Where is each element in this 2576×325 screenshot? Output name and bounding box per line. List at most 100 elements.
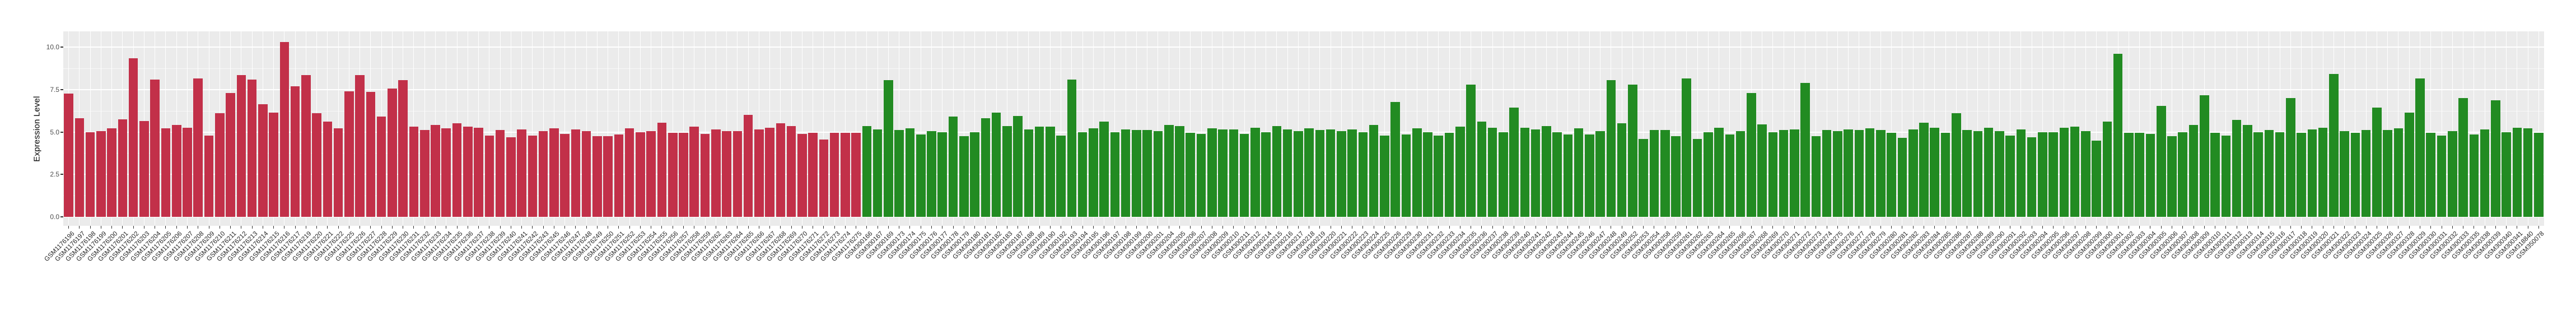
bar <box>1196 133 1206 217</box>
x-tick-mark <box>844 226 846 229</box>
x-tick-mark <box>68 226 69 229</box>
bar <box>2200 95 2209 217</box>
bar <box>1326 129 1336 217</box>
vertical-gridline <box>1384 31 1385 226</box>
bar <box>495 130 505 217</box>
vertical-gridline <box>2506 31 2507 226</box>
vertical-gridline <box>1912 31 1914 226</box>
x-tick-mark <box>1233 226 1234 229</box>
bar <box>1077 132 1088 217</box>
vertical-gridline <box>2182 31 2183 226</box>
vertical-gridline <box>2452 31 2453 226</box>
x-tick-mark <box>1880 226 1881 229</box>
bar <box>215 113 225 217</box>
x-tick-mark <box>834 226 835 229</box>
vertical-gridline <box>521 31 522 226</box>
x-tick-mark <box>370 226 371 229</box>
bar <box>1056 135 1066 217</box>
vertical-gridline <box>1707 31 1709 226</box>
x-tick-mark <box>683 226 684 229</box>
x-tick-mark <box>1039 226 1040 229</box>
bar <box>301 75 311 217</box>
x-tick-mark <box>1643 226 1644 229</box>
bar <box>2253 132 2263 217</box>
vertical-gridline <box>834 31 835 226</box>
x-tick-mark <box>456 226 458 229</box>
x-tick-mark <box>1136 226 1137 229</box>
bar <box>1779 130 1789 217</box>
x-tick-mark <box>381 226 382 229</box>
x-tick-mark <box>478 226 479 229</box>
vertical-gridline <box>737 31 738 226</box>
bar <box>2393 128 2404 217</box>
bar <box>862 126 872 217</box>
bar <box>991 112 1001 217</box>
bar <box>679 133 688 217</box>
bar <box>776 123 786 217</box>
bar <box>1315 130 1325 217</box>
bar <box>894 130 904 217</box>
bar <box>1444 133 1454 217</box>
bar <box>905 128 915 217</box>
bar <box>1833 131 1842 217</box>
bar <box>1747 92 1756 217</box>
bar <box>2124 133 2134 217</box>
x-tick-mark <box>2290 226 2291 229</box>
x-tick-mark <box>575 226 576 229</box>
vertical-gridline <box>1082 31 1083 226</box>
bar <box>463 127 473 217</box>
x-tick-mark <box>2387 226 2388 229</box>
x-tick-mark <box>629 226 630 229</box>
y-tick-label: 7.5 <box>50 85 59 94</box>
bar <box>1229 129 1239 217</box>
x-tick-mark <box>2538 226 2539 229</box>
x-tick-mark <box>273 226 274 229</box>
x-tick-mark <box>596 226 598 229</box>
x-tick-mark <box>1481 226 1482 229</box>
bar <box>236 75 246 217</box>
x-tick-mark <box>295 226 296 229</box>
x-tick-mark <box>543 226 544 229</box>
x-tick-mark <box>1438 226 1439 229</box>
bar <box>592 136 602 217</box>
bar <box>1207 128 1217 217</box>
x-tick-mark <box>1524 226 1525 229</box>
major-gridline <box>63 47 2544 48</box>
x-tick-mark <box>1707 226 1709 229</box>
bar <box>1380 135 1389 217</box>
bar <box>1725 134 1735 217</box>
bar <box>851 133 861 217</box>
bar <box>1132 130 1141 217</box>
y-tick-mark <box>60 174 63 175</box>
bar <box>388 89 397 217</box>
vertical-gridline <box>2085 31 2086 226</box>
bar <box>2167 136 2177 217</box>
x-tick-mark <box>1502 226 1504 229</box>
bar <box>474 127 483 217</box>
bar <box>1822 130 1832 217</box>
bar <box>560 133 570 217</box>
x-tick-mark <box>737 226 738 229</box>
vertical-gridline <box>1438 31 1439 226</box>
bar <box>1530 129 1541 217</box>
bar <box>884 80 893 217</box>
bar <box>1995 131 2004 217</box>
x-tick-mark <box>2247 226 2248 229</box>
bar <box>1034 127 1044 217</box>
bar <box>981 118 991 217</box>
x-tick-mark <box>1740 226 1741 229</box>
x-tick-mark <box>90 226 91 229</box>
x-tick-mark <box>1567 226 1569 229</box>
bar <box>743 115 753 217</box>
vertical-gridline <box>1772 31 1774 226</box>
bar <box>1844 129 1853 217</box>
x-tick-mark <box>1049 226 1051 229</box>
x-tick-mark <box>640 226 641 229</box>
bar <box>2016 129 2026 217</box>
x-tick-mark <box>133 226 134 229</box>
bar <box>1757 124 1767 217</box>
x-tick-mark <box>1837 226 1838 229</box>
x-tick-mark <box>2085 226 2086 229</box>
vertical-gridline <box>1319 31 1320 226</box>
bar <box>1423 132 1432 217</box>
